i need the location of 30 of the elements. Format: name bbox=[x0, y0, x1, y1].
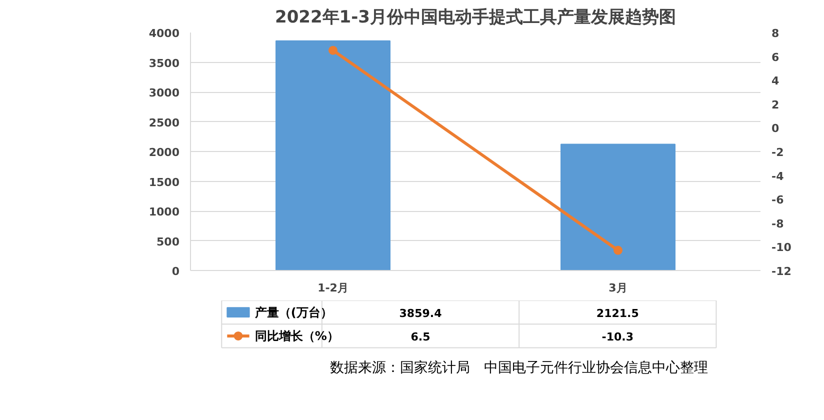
y-tick-label: 3000 bbox=[148, 86, 180, 100]
data-label: 6.5 bbox=[410, 330, 430, 344]
y2-tick-label: -6 bbox=[772, 194, 784, 207]
y2-tick-label: -2 bbox=[772, 146, 784, 159]
y-tick-label: 500 bbox=[156, 235, 180, 248]
legend-label: 产量（(万台） bbox=[254, 305, 332, 320]
y-tick-label: 4000 bbox=[148, 27, 180, 40]
y-tick-label: 3500 bbox=[148, 56, 180, 70]
y-tick-label: 2000 bbox=[148, 146, 180, 159]
data-label: -10.3 bbox=[602, 330, 634, 344]
y2-tick-label: -8 bbox=[772, 217, 784, 230]
y-tick-label: 1500 bbox=[148, 176, 180, 189]
x-tick-label: 1-2月 bbox=[318, 282, 348, 294]
x-tick-label: 3月 bbox=[608, 282, 628, 294]
y2-tick-label: -12 bbox=[772, 265, 792, 278]
y2-tick-label: -10 bbox=[772, 241, 792, 254]
data-label: 3859.4 bbox=[399, 306, 442, 320]
legend-label: 同比增长（%） bbox=[254, 328, 339, 343]
y-tick-label: 2500 bbox=[148, 116, 180, 130]
y2-tick-label: 0 bbox=[772, 122, 780, 136]
y2-tick-label: 8 bbox=[772, 27, 780, 40]
chart-title: 2022年1-3月份中国电动手提式工具产量发展趋势图 bbox=[274, 8, 676, 28]
y2-tick-label: 4 bbox=[772, 74, 780, 88]
y2-tick-label: 2 bbox=[772, 98, 780, 112]
y2-tick-label: 6 bbox=[772, 50, 780, 64]
source-note: 数据来源：国家统计局 中国电子元件行业协会信息中心整理 bbox=[330, 360, 708, 376]
y-tick-label: 0 bbox=[172, 265, 180, 278]
y-tick-label: 1000 bbox=[148, 206, 180, 218]
data-label: 2121.5 bbox=[596, 306, 639, 320]
y2-tick-label: -4 bbox=[772, 170, 784, 183]
